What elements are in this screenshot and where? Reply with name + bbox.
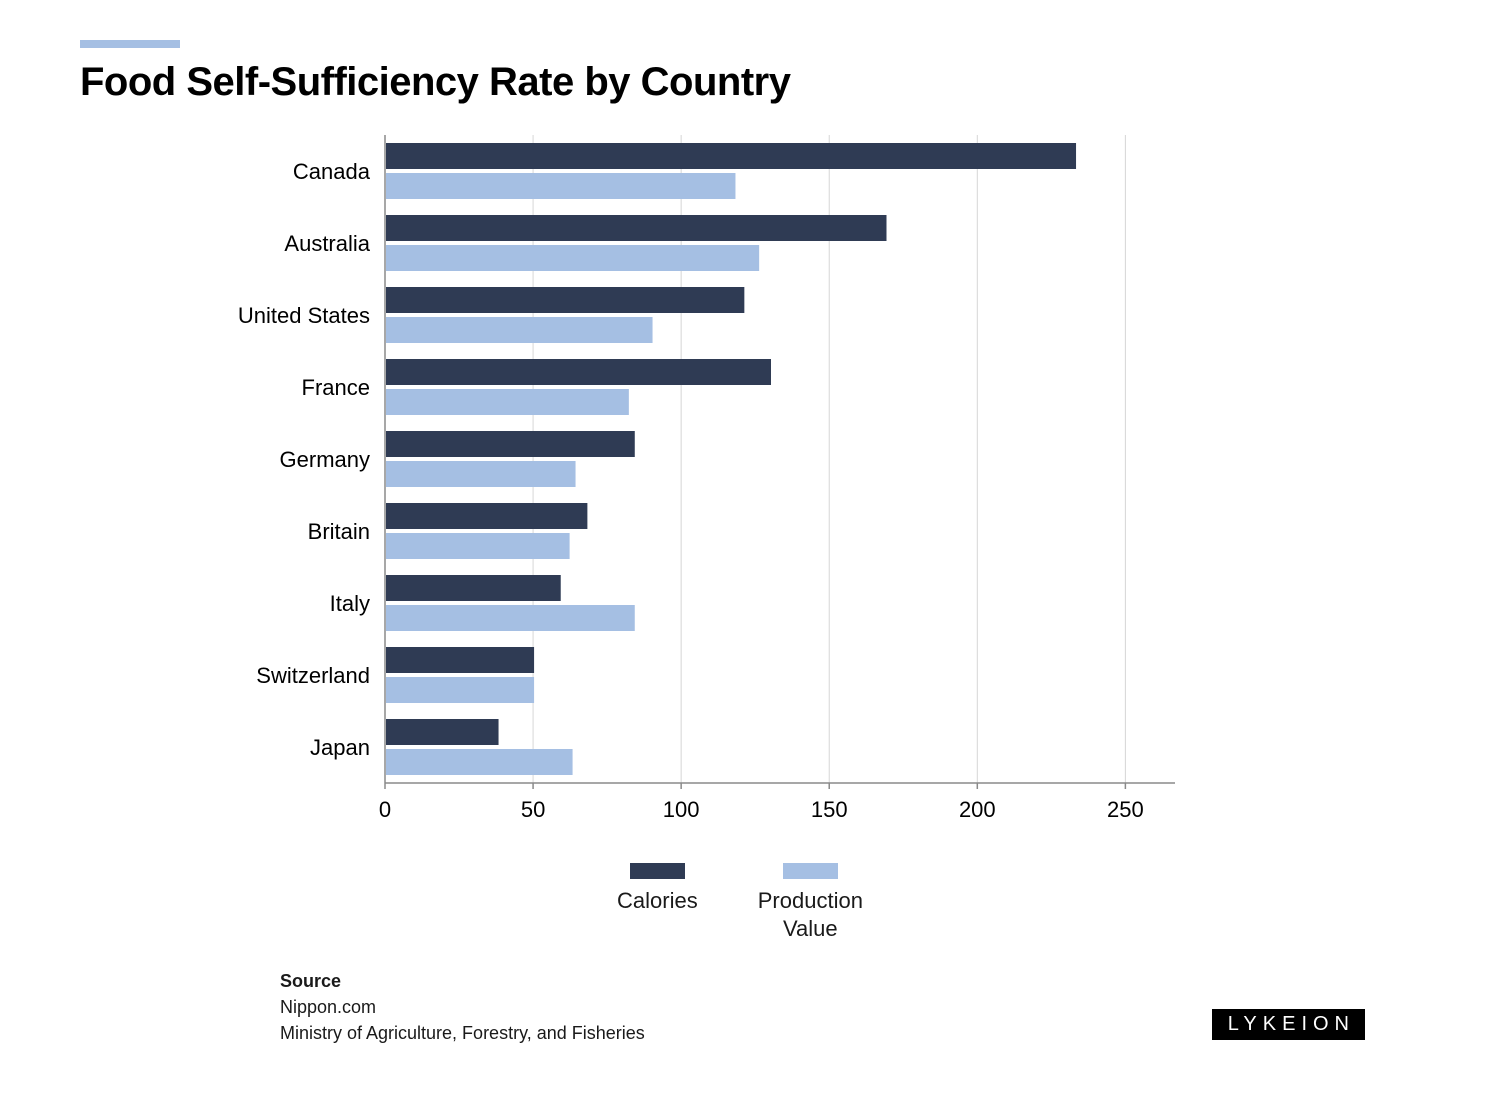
source-title: Source	[280, 968, 1405, 994]
legend-label: Calories	[617, 887, 698, 915]
svg-text:Italy: Italy	[330, 591, 370, 616]
legend-swatch	[783, 863, 838, 879]
bar-chart: 0 50 100 150 200 250 Canada Australia United Sta…	[190, 135, 1195, 833]
svg-text:France: France	[302, 375, 370, 400]
accent-bar	[80, 40, 180, 48]
svg-text:200: 200	[959, 797, 996, 822]
svg-text:Switzerland: Switzerland	[256, 663, 370, 688]
svg-text:0: 0	[379, 797, 391, 822]
svg-text:50: 50	[521, 797, 545, 822]
svg-text:Britain: Britain	[308, 519, 370, 544]
svg-text:150: 150	[811, 797, 848, 822]
svg-text:Australia: Australia	[284, 231, 370, 256]
legend-item-production-value: ProductionValue	[758, 863, 863, 942]
chart-card: Food Self-Sufficiency Rate by Country 0 5…	[0, 0, 1485, 1110]
chart-area: 0 50 100 150 200 250 Canada Australia United Sta…	[190, 135, 1290, 833]
brand-badge: LYKEION	[1212, 1009, 1365, 1040]
svg-text:Canada: Canada	[293, 159, 371, 184]
chart-title: Food Self-Sufficiency Rate by Country	[80, 60, 1405, 105]
svg-text:United States: United States	[238, 303, 370, 328]
legend: Calories ProductionValue	[190, 863, 1290, 942]
legend-swatch	[630, 863, 685, 879]
svg-text:250: 250	[1107, 797, 1144, 822]
svg-text:Germany: Germany	[280, 447, 370, 472]
svg-text:100: 100	[663, 797, 700, 822]
svg-text:Japan: Japan	[310, 735, 370, 760]
legend-label: ProductionValue	[758, 887, 863, 942]
legend-item-calories: Calories	[617, 863, 698, 942]
